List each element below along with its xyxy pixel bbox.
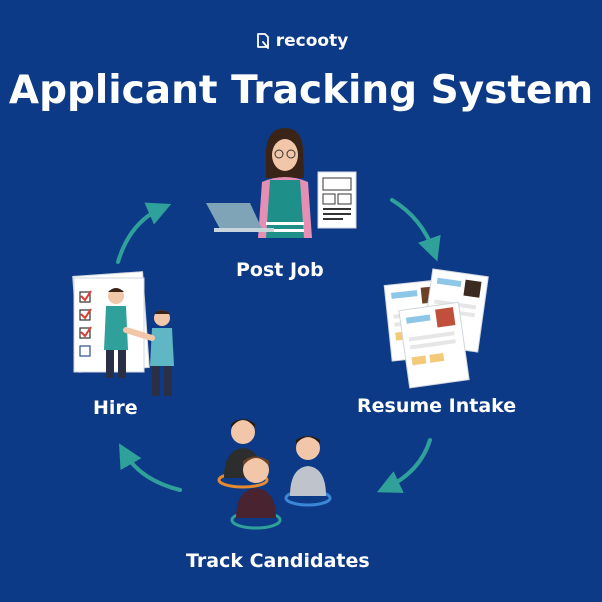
arrow-hire-to-post bbox=[116, 202, 172, 264]
brand: recooty bbox=[0, 31, 602, 51]
step-label-resume-intake: Resume Intake bbox=[357, 395, 517, 417]
step-label-hire: Hire bbox=[93, 397, 138, 419]
recooty-logo-icon bbox=[256, 33, 269, 49]
arrow-track-to-hire bbox=[119, 443, 182, 492]
step-label-post-job: Post Job bbox=[236, 259, 324, 281]
page-title: Applicant Tracking System bbox=[8, 68, 594, 113]
arrow-post-to-resume bbox=[390, 198, 441, 262]
candidate-group-icon bbox=[217, 419, 332, 530]
recruiter-with-laptop-icon bbox=[206, 128, 357, 238]
arrow-resume-to-track bbox=[376, 438, 432, 493]
step-label-track-candidates: Track Candidates bbox=[186, 550, 370, 572]
brand-name: recooty bbox=[275, 31, 349, 51]
handshake-hire-icon bbox=[72, 271, 174, 396]
resume-stack-icon bbox=[383, 268, 489, 389]
